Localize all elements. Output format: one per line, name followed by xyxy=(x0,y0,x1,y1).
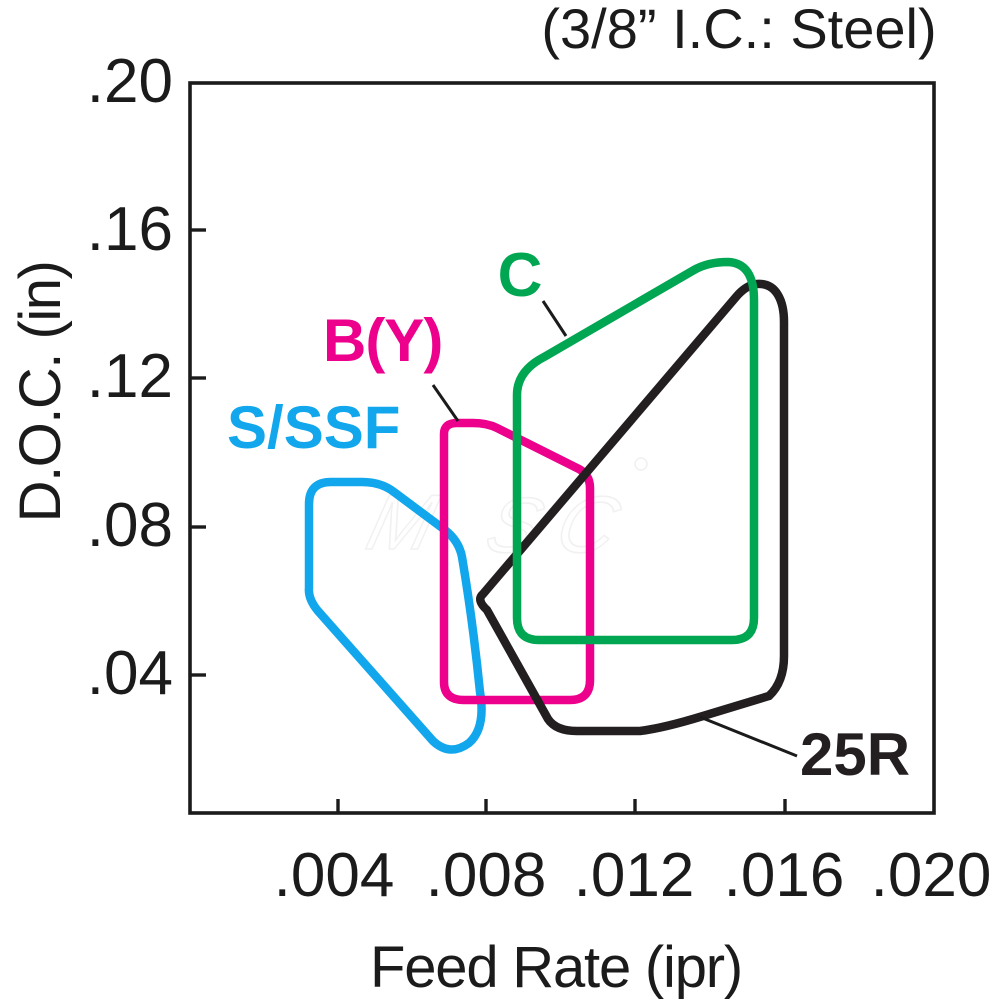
svg-text:D.O.C. (in): D.O.C. (in) xyxy=(8,262,73,523)
svg-text:25R: 25R xyxy=(800,721,910,788)
svg-text:(3/8” I.C.: Steel): (3/8” I.C.: Steel) xyxy=(541,0,936,60)
svg-text:.20: .20 xyxy=(87,47,173,116)
svg-text:.12: .12 xyxy=(87,342,173,411)
svg-text:.020: .020 xyxy=(871,841,992,910)
svg-text:S/SSF: S/SSF xyxy=(227,394,400,461)
svg-text:.008: .008 xyxy=(426,841,547,910)
svg-text:C: C xyxy=(498,241,543,310)
svg-text:.004: .004 xyxy=(274,841,395,910)
svg-text:.012: .012 xyxy=(574,841,695,910)
svg-text:.016: .016 xyxy=(724,841,845,910)
svg-text:.08: .08 xyxy=(87,491,173,560)
svg-text:Feed Rate (ipr): Feed Rate (ipr) xyxy=(370,935,742,1000)
svg-text:.16: .16 xyxy=(87,195,173,264)
svg-text:.04: .04 xyxy=(87,639,173,708)
svg-text:B(Y): B(Y) xyxy=(323,307,442,374)
